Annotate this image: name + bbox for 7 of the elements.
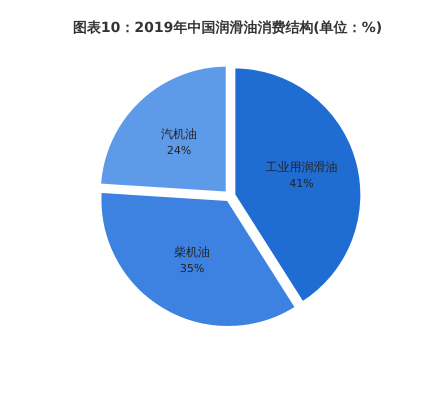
slice-label: 柴机油: [174, 245, 210, 260]
data-label: 35%: [180, 262, 204, 276]
chart-title: 图表10：2019年中国润滑油消费结构(单位：%): [72, 19, 382, 36]
data-label: 41%: [289, 177, 314, 190]
slice-label: 汽机油: [161, 126, 198, 141]
slice-label: 工业用润滑油: [265, 160, 338, 174]
data-label: 24%: [166, 144, 192, 157]
